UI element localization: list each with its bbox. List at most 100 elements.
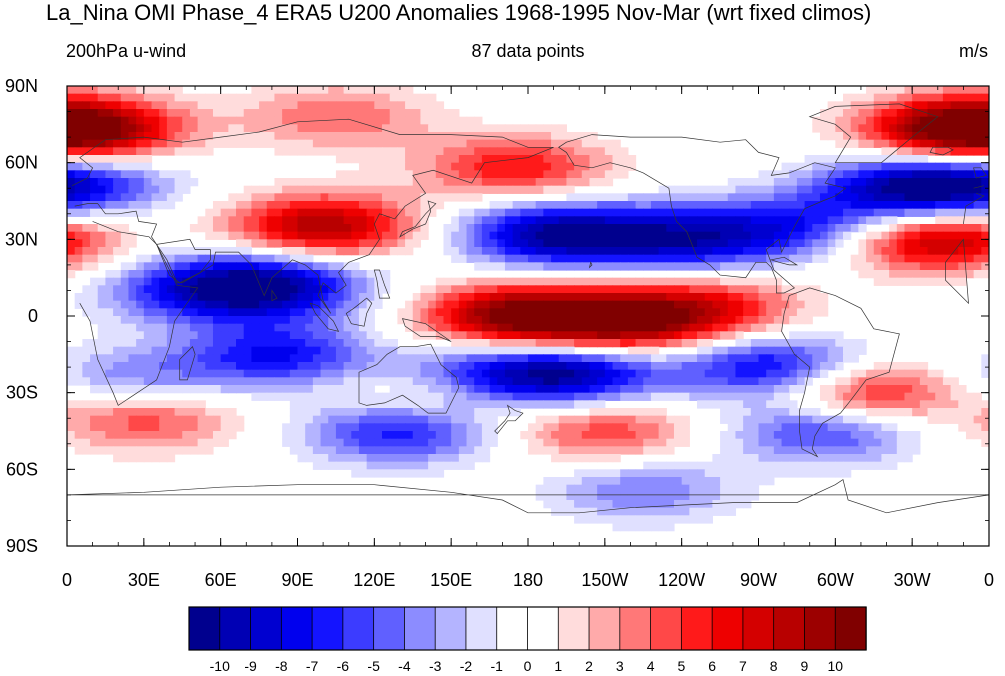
field-cell (697, 385, 706, 394)
field-cell (105, 446, 114, 455)
field-cell (151, 93, 160, 102)
field-cell (90, 224, 99, 233)
field-cell (681, 431, 690, 440)
field-cell (136, 262, 145, 271)
field-cell (120, 369, 130, 378)
field-cell (758, 247, 767, 256)
field-cell (919, 132, 929, 141)
field-cell (443, 116, 452, 125)
field-cell (635, 339, 644, 348)
field-cell (274, 139, 283, 148)
field-cell (528, 254, 537, 263)
field-cell (212, 132, 222, 141)
field-cell (497, 339, 506, 348)
field-cell (574, 162, 583, 171)
field-cell (566, 247, 575, 256)
field-cell (720, 300, 729, 309)
field-cell (405, 400, 414, 409)
field-cell (766, 454, 775, 463)
field-cell (90, 423, 99, 432)
field-cell (635, 385, 644, 394)
field-cell (474, 193, 483, 202)
field-cell (159, 354, 168, 363)
field-cell (328, 385, 337, 394)
field-cell (451, 285, 460, 294)
field-cell (850, 254, 859, 263)
field-cell (197, 247, 206, 256)
field-cell (850, 461, 859, 470)
field-cell (620, 300, 629, 309)
field-cell (343, 354, 352, 363)
field-cell (389, 377, 398, 386)
field-cell (120, 400, 130, 409)
field-cell (136, 293, 145, 302)
field-cell (889, 362, 898, 371)
field-cell (604, 431, 614, 440)
field-cell (750, 362, 760, 371)
field-cell (889, 109, 898, 118)
field-cell (581, 369, 591, 378)
field-cell (182, 170, 191, 179)
field-cell (451, 231, 460, 240)
field-cell (973, 116, 982, 125)
field-cell (105, 423, 114, 432)
field-cell (97, 293, 107, 302)
field-cell (166, 262, 176, 271)
field-cell (858, 162, 867, 171)
field-cell (566, 193, 575, 202)
field-cell (136, 438, 145, 447)
field-cell (535, 431, 544, 440)
field-cell (443, 316, 452, 325)
field-cell (689, 377, 698, 386)
field-cell (720, 431, 729, 440)
field-cell (366, 454, 375, 463)
field-cell (274, 216, 283, 225)
field-cell (720, 239, 729, 248)
field-cell (720, 362, 729, 371)
field-cell (259, 216, 268, 225)
field-cell (90, 247, 99, 256)
colorbar-swatch (680, 606, 713, 651)
field-cell (850, 193, 859, 202)
field-cell (712, 224, 721, 233)
field-cell (543, 139, 552, 148)
field-cell (896, 116, 906, 125)
field-cell (535, 262, 544, 271)
field-cell (374, 293, 383, 302)
field-cell (819, 454, 829, 463)
field-cell (589, 354, 598, 363)
field-cell (497, 323, 506, 332)
field-cell (643, 392, 652, 401)
field-cell (405, 438, 414, 447)
field-cell (412, 132, 422, 141)
field-cell (220, 323, 229, 332)
field-cell (781, 377, 790, 386)
field-cell (743, 500, 752, 509)
field-cell (796, 308, 806, 317)
longitude-labels: 0 30E 60E 90E 120E 150E 180 150W 120W 90W 60W 30W 0 (62, 570, 994, 590)
field-cell (912, 408, 921, 417)
field-cell (796, 178, 806, 187)
field-cell (781, 216, 790, 225)
field-cell (620, 254, 629, 263)
field-cell (97, 162, 107, 171)
field-cell (520, 239, 529, 248)
field-cell (942, 415, 952, 424)
field-cell (220, 300, 229, 309)
field-cell (420, 423, 429, 432)
field-cell (912, 377, 921, 386)
field-cell (819, 346, 829, 355)
field-cell (351, 86, 360, 95)
field-cell (182, 185, 191, 194)
field-cell (589, 431, 598, 440)
field-cell (212, 139, 222, 148)
field-cell (843, 454, 852, 463)
field-cell (743, 339, 752, 348)
field-cell (574, 438, 583, 447)
field-cell (335, 147, 345, 156)
field-cell (566, 423, 575, 432)
field-cell (912, 86, 921, 95)
field-cell (704, 247, 713, 256)
field-cell (312, 385, 322, 394)
field-cell (136, 101, 145, 110)
